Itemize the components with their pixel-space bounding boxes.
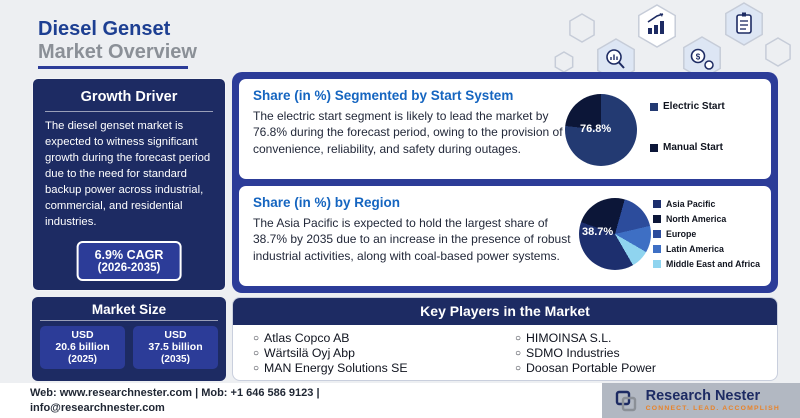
start-system-pie-chart: 76.8% [565,94,637,166]
key-players-columns: Atlas Copco ABWärtsilä Oyj AbpMAN Energy… [233,325,777,376]
cagr-badge: 6.9% CAGR (2026-2035) [76,241,182,281]
key-player-item: SDMO Industries [515,346,777,360]
legend-item: Electric Start [650,101,762,112]
legend-label: Europe [666,229,697,239]
legend-item: Latin America [653,244,765,254]
hexagon-outline [765,37,791,67]
legend-swatch [653,230,661,238]
legend-item: North America [653,214,765,224]
page-title-line1: Diesel Genset [38,18,171,40]
contact-line2[interactable]: info@researchnester.com [30,401,165,414]
clipboard-icon [725,2,763,46]
legend-swatch [650,143,658,152]
market-size-boxes: USD 20.6 billion (2025) USD 37.5 billion… [40,326,218,370]
cagr-period: (2026-2035) [97,262,161,274]
key-players-col1: Atlas Copco ABWärtsilä Oyj AbpMAN Energy… [253,330,515,376]
page-title: Diesel Genset Market Overview [38,18,197,64]
legend-label: Middle East and Africa [666,259,761,269]
start-system-legend: Electric Start Manual Start [650,101,762,183]
legend-item: Europe [653,229,765,239]
logo-text: Research Nester Connect. Lead. Accomplis… [645,388,780,412]
title-underline [38,66,188,69]
market-size-amount: 37.5 billion [148,341,203,353]
hexagon-outline [569,13,595,43]
cagr-value: 6.9% CAGR [94,248,164,262]
market-size-year: (2035) [161,354,190,366]
start-system-card: Share (in %) Segmented by Start System T… [239,79,771,179]
market-size-currency: USD [71,329,94,341]
start-system-pie-label: 76.8% [580,123,612,135]
contact-info: Web: www.researchnester.com | Mob: +1 64… [30,386,320,415]
growth-driver-title: Growth Driver [45,89,213,112]
growth-driver-text: The diesel genset market is expected to … [45,120,211,229]
brand-tagline: Connect. Lead. Accomplish [645,404,780,412]
legend-swatch [653,245,661,253]
market-size-box: USD 37.5 billion (2035) [133,326,218,370]
key-players-title: Key Players in the Market [233,298,777,325]
region-pie-label: 38.7% [582,226,614,238]
contact-line1[interactable]: Web: www.researchnester.com | Mob: +1 64… [30,387,320,400]
legend-label: North America [666,214,727,224]
hexagon-outline [554,51,574,73]
legend-swatch [653,260,661,268]
legend-swatch [653,200,661,208]
key-player-item: Doosan Portable Power [515,361,777,375]
bar-chart-arrow-icon [638,4,676,48]
legend-label: Latin America [666,244,724,254]
market-size-title: Market Size [40,302,218,321]
page-title-line2: Market Overview [38,41,197,63]
gears-dollar-icon: $ [683,36,721,80]
region-description: The Asia Pacific is expected to hold the… [253,216,571,263]
key-player-item: Atlas Copco AB [253,331,515,345]
region-heading: Share (in %) by Region [253,195,401,210]
legend-item: Asia Pacific [653,199,765,209]
legend-item: Manual Start [650,142,762,153]
start-system-heading: Share (in %) Segmented by Start System [253,88,514,103]
legend-swatch [653,215,661,223]
region-legend: Asia Pacific North America Europe Latin … [653,199,765,274]
region-pie-chart: 38.7% [579,198,651,270]
legend-item: Middle East and Africa [653,259,765,269]
market-size-year: (2025) [68,354,97,366]
footer-bar: Web: www.researchnester.com | Mob: +1 64… [0,383,800,418]
brand-name: Research Nester [645,388,761,405]
key-players-col2: HIMOINSA S.L.SDMO IndustriesDoosan Porta… [515,330,777,376]
growth-driver-panel: Growth Driver The diesel genset market i… [32,78,226,291]
svg-text:$: $ [696,52,701,61]
legend-label: Electric Start [663,101,725,112]
market-size-amount: 20.6 billion [55,341,110,353]
legend-label: Manual Start [663,142,724,153]
key-player-item: HIMOINSA S.L. [515,331,777,345]
charts-frame: Share (in %) Segmented by Start System T… [232,72,778,293]
market-size-currency: USD [164,329,187,341]
start-system-description: The electric start segment is likely to … [253,109,563,156]
legend-swatch [650,102,658,111]
key-players-card: Key Players in the Market Atlas Copco AB… [232,297,778,381]
legend-label: Asia Pacific [666,199,716,209]
key-player-item: Wärtsilä Oyj Abp [253,346,515,360]
logo-mark-icon [615,390,636,411]
research-nester-logo: Research Nester Connect. Lead. Accomplis… [601,383,800,418]
market-size-box: USD 20.6 billion (2025) [40,326,125,370]
region-card: Share (in %) by Region The Asia Pacific … [239,186,771,286]
key-player-item: MAN Energy Solutions SE [253,361,515,375]
market-size-panel: Market Size USD 20.6 billion (2025) USD … [32,297,226,381]
